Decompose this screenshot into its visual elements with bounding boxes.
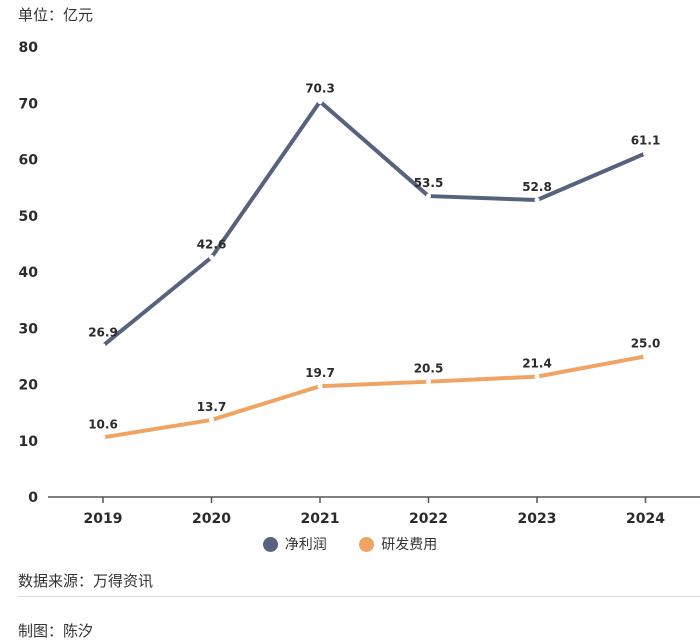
x-tick-label: 2020	[192, 511, 231, 527]
data-point	[100, 343, 106, 349]
y-tick-label: 80	[19, 40, 39, 56]
y-tick-label: 70	[19, 96, 39, 112]
data-label: 70.3	[305, 82, 335, 96]
y-tick-label: 30	[19, 321, 39, 337]
chart-credit: 制图：陈汐	[18, 622, 94, 640]
data-label: 61.1	[631, 133, 661, 147]
data-point	[426, 193, 431, 199]
data-label: 52.8	[522, 180, 552, 194]
legend-marker-icon	[359, 536, 375, 552]
y-axis-ticks: 0 10 20 30 40 50 60 70 80	[19, 40, 39, 506]
series-line-1	[101, 354, 648, 440]
divider	[18, 596, 700, 597]
data-label: 53.5	[414, 176, 444, 190]
x-tick-label: 2021	[301, 511, 340, 527]
data-point	[317, 383, 323, 389]
data-label: 20.5	[414, 362, 444, 376]
legend-item-net-profit[interactable]: 净利润	[262, 534, 327, 554]
data-label: 21.4	[522, 357, 552, 371]
legend-label: 研发费用	[381, 537, 438, 553]
data-label: 42.6	[197, 237, 227, 251]
data-point	[534, 374, 540, 380]
data-label: 26.9	[88, 326, 118, 340]
data-labels: 26.9 42.6 70.3 53.5 52.8 61.1 10.6 13.7 19.7 20.5…	[88, 82, 660, 432]
data-point	[209, 417, 214, 423]
data-point	[534, 197, 540, 203]
data-point	[426, 379, 431, 385]
data-label: 10.6	[88, 417, 118, 431]
legend-marker-icon	[262, 536, 278, 552]
series-line-0	[101, 99, 648, 348]
series-lines	[100, 99, 648, 440]
data-label: 25.0	[631, 336, 661, 350]
y-tick-label: 20	[19, 378, 39, 394]
legend-item-rd-expense[interactable]: 研发费用	[359, 534, 437, 554]
unit-label: 单位：亿元	[18, 6, 94, 24]
x-tick-label: 2023	[518, 511, 557, 527]
data-label: 19.7	[305, 366, 335, 380]
x-axis-ticks: 2019 2020 2021 2022 2023 2024	[84, 497, 665, 527]
y-tick-label: 10	[19, 434, 39, 450]
y-tick-label: 0	[28, 490, 38, 506]
data-point	[209, 254, 214, 260]
data-label: 13.7	[197, 400, 227, 414]
x-tick-label: 2024	[626, 511, 665, 527]
data-point	[643, 150, 648, 156]
x-tick-label: 2022	[409, 511, 448, 527]
data-source-note: 数据来源：万得资讯	[18, 572, 154, 590]
y-tick-label: 50	[19, 209, 39, 225]
legend-label: 净利润	[284, 537, 327, 553]
data-point	[100, 434, 106, 440]
y-tick-label: 60	[19, 153, 39, 169]
data-point	[643, 353, 648, 359]
legend: 净利润 研发费用	[0, 534, 700, 556]
data-point	[317, 99, 323, 105]
x-tick-label: 2019	[84, 511, 123, 527]
y-tick-label: 40	[19, 265, 39, 281]
